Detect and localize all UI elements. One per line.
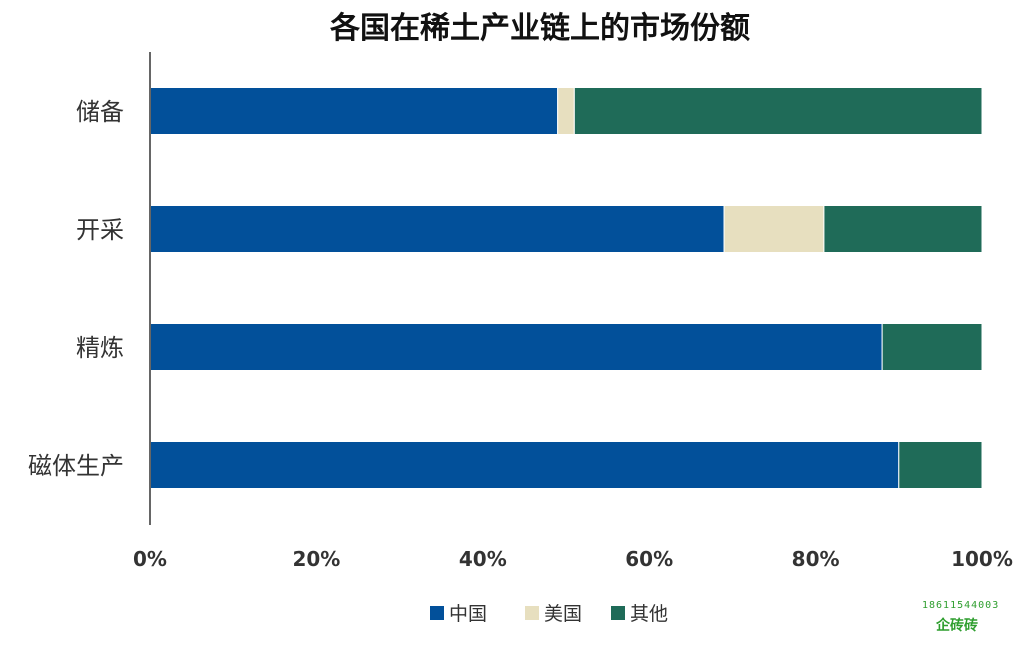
bar-segment-3-1 — [149, 323, 883, 371]
legend-swatch-1 — [430, 606, 444, 620]
x-tick-label-4: 60% — [625, 547, 673, 571]
x-tick-label-1: 0% — [133, 547, 167, 571]
legend-label-2: 美国 — [544, 603, 582, 625]
bars-group — [149, 87, 983, 489]
bar-segment-1-3 — [573, 87, 983, 135]
x-tick-labels: 0% 20% 40% 60% 80% 100% — [133, 547, 1013, 571]
bar-segment-4-1 — [149, 441, 900, 489]
watermark-text: 企砖砖 — [935, 617, 978, 634]
x-tick-label-2: 20% — [292, 547, 340, 571]
x-tick-label-5: 80% — [792, 547, 840, 571]
legend-swatch-2 — [525, 606, 539, 620]
bar-segment-2-1 — [149, 205, 725, 253]
bar-segment-4-3 — [898, 441, 983, 489]
watermark: 18611544003 企砖砖 — [922, 600, 999, 634]
bar-segment-1-2 — [557, 87, 575, 135]
category-label-3: 精炼 — [76, 334, 124, 362]
category-label-4: 磁体生产 — [28, 452, 124, 480]
legend-swatch-3 — [611, 606, 625, 620]
bar-segment-1-1 — [149, 87, 559, 135]
bar-segment-2-2 — [723, 205, 825, 253]
watermark-number: 18611544003 — [922, 600, 999, 611]
category-label-2: 开采 — [76, 216, 124, 244]
bar-segment-2-3 — [823, 205, 983, 253]
x-tick-label-6: 100% — [951, 547, 1013, 571]
category-label-1: 储备 — [76, 98, 124, 126]
chart-title: 各国在稀土产业链上的市场份额 — [329, 11, 750, 46]
legend-label-1: 中国 — [449, 603, 487, 625]
legend-label-3: 其他 — [630, 603, 668, 625]
legend: 中国 美国 其他 — [430, 603, 668, 625]
x-tick-label-3: 40% — [459, 547, 507, 571]
bar-segment-3-3 — [881, 323, 983, 371]
